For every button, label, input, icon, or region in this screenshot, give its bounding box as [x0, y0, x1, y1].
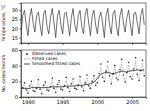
x-tick: 2000: [92, 97, 105, 105]
x-tick-label: 2005: [126, 99, 139, 105]
y-tick-mark: [19, 97, 21, 98]
plot-frame: [21, 50, 146, 97]
data-point: [83, 90, 85, 92]
data-point: [135, 57, 137, 59]
data-line: [21, 8, 144, 37]
y-tick-mark: [19, 38, 21, 39]
x-tick: [132, 43, 133, 45]
data-point: [128, 62, 130, 64]
y-axis: 0 20 40 60: [12, 47, 22, 100]
y-tick-label: 30: [12, 7, 18, 13]
legend-symbol: [26, 53, 28, 55]
data-point: [74, 88, 76, 90]
y-tick-label: 15: [12, 35, 18, 41]
y-tick-mark: [19, 19, 21, 20]
legend-label: Smoothed fitted cases: [32, 61, 81, 66]
data-layer: [21, 57, 145, 95]
data-point: [121, 59, 123, 61]
y-tick: 40: [12, 63, 21, 69]
y-tick-mark: [19, 81, 21, 82]
y-axis: 15 20 25 30: [12, 4, 22, 44]
x-tick-mark: [132, 43, 133, 45]
y-tick-mark: [19, 10, 21, 11]
y-tick: 20: [12, 78, 21, 84]
x-tick: [28, 43, 29, 45]
x-tick: [63, 43, 64, 45]
data-point: [38, 79, 40, 81]
x-tick-label: 1995: [57, 99, 70, 105]
data-point: [46, 89, 48, 91]
y-tick-label: 25: [12, 16, 18, 22]
data-line: [21, 61, 144, 92]
y-tick-mark: [19, 50, 21, 51]
data-layer: [21, 8, 144, 37]
y-tick-mark: [19, 28, 21, 29]
x-tick: 2005: [126, 97, 139, 105]
data-point: [41, 93, 43, 95]
data-point: [69, 91, 71, 93]
x-axis: [22, 43, 147, 45]
data-point: [32, 90, 34, 92]
panel: 0 20 40 60 1990 1995 2000 2005 No. cases/month Ob…: [1, 47, 146, 104]
x-tick: [97, 43, 98, 45]
legend: Observed casesFitted casesSmoothed fitte…: [24, 51, 81, 66]
y-axis-title: Temperature, °C: [1, 5, 6, 43]
data-point: [79, 76, 81, 78]
data-point: [72, 78, 74, 80]
data-point: [110, 83, 112, 85]
y-tick: 30: [12, 7, 21, 13]
legend-symbol: [24, 64, 30, 65]
data-point: [60, 88, 62, 90]
data-point: [93, 75, 95, 77]
y-tick: 60: [12, 47, 21, 53]
y-tick-label: 60: [12, 47, 18, 53]
y-axis-title: No. cases/month: [1, 54, 6, 92]
data-point: [86, 74, 88, 76]
x-tick: 1995: [57, 97, 70, 105]
data-point: [100, 63, 102, 65]
x-axis-line: [22, 44, 147, 46]
y-tick: 15: [12, 35, 21, 41]
x-tick: 1990: [22, 97, 35, 105]
data-point: [142, 59, 144, 61]
x-axis: 1990 1995 2000 2005: [22, 97, 147, 105]
x-tick-mark: [28, 43, 29, 45]
y-tick-label: 40: [12, 63, 18, 69]
data-point: [51, 77, 53, 79]
data-point: [21, 92, 22, 94]
data-point: [107, 61, 109, 63]
y-tick: 0: [15, 94, 21, 100]
data-point: [58, 80, 60, 82]
legend-symbol: [24, 59, 30, 60]
plot-frame: [21, 3, 146, 43]
y-tick: 25: [12, 16, 21, 22]
data-point: [31, 81, 33, 83]
data-line: [21, 70, 144, 89]
y-tick-label: 20: [12, 26, 18, 32]
data-point: [27, 92, 29, 94]
data-point: [45, 81, 47, 83]
data-point: [55, 92, 57, 94]
data-point: [24, 82, 26, 84]
y-axis-line: [19, 4, 22, 44]
x-tick-mark: [63, 43, 64, 45]
y-tick-label: 0: [15, 94, 18, 100]
y-tick-mark: [19, 66, 21, 67]
x-tick-label: 1990: [22, 99, 35, 105]
chart: 15 20 25 30 Temperature, °C 0 20 40 60 1990 1995 20…: [0, 0, 150, 111]
data-point: [65, 77, 67, 79]
panel: 15 20 25 30 Temperature, °C: [1, 3, 146, 45]
y-tick: 20: [12, 26, 21, 32]
data-point: [114, 65, 116, 67]
x-tick-label: 2000: [92, 99, 105, 105]
data-point: [124, 81, 126, 83]
x-tick-mark: [97, 43, 98, 45]
y-tick-label: 20: [12, 78, 18, 84]
